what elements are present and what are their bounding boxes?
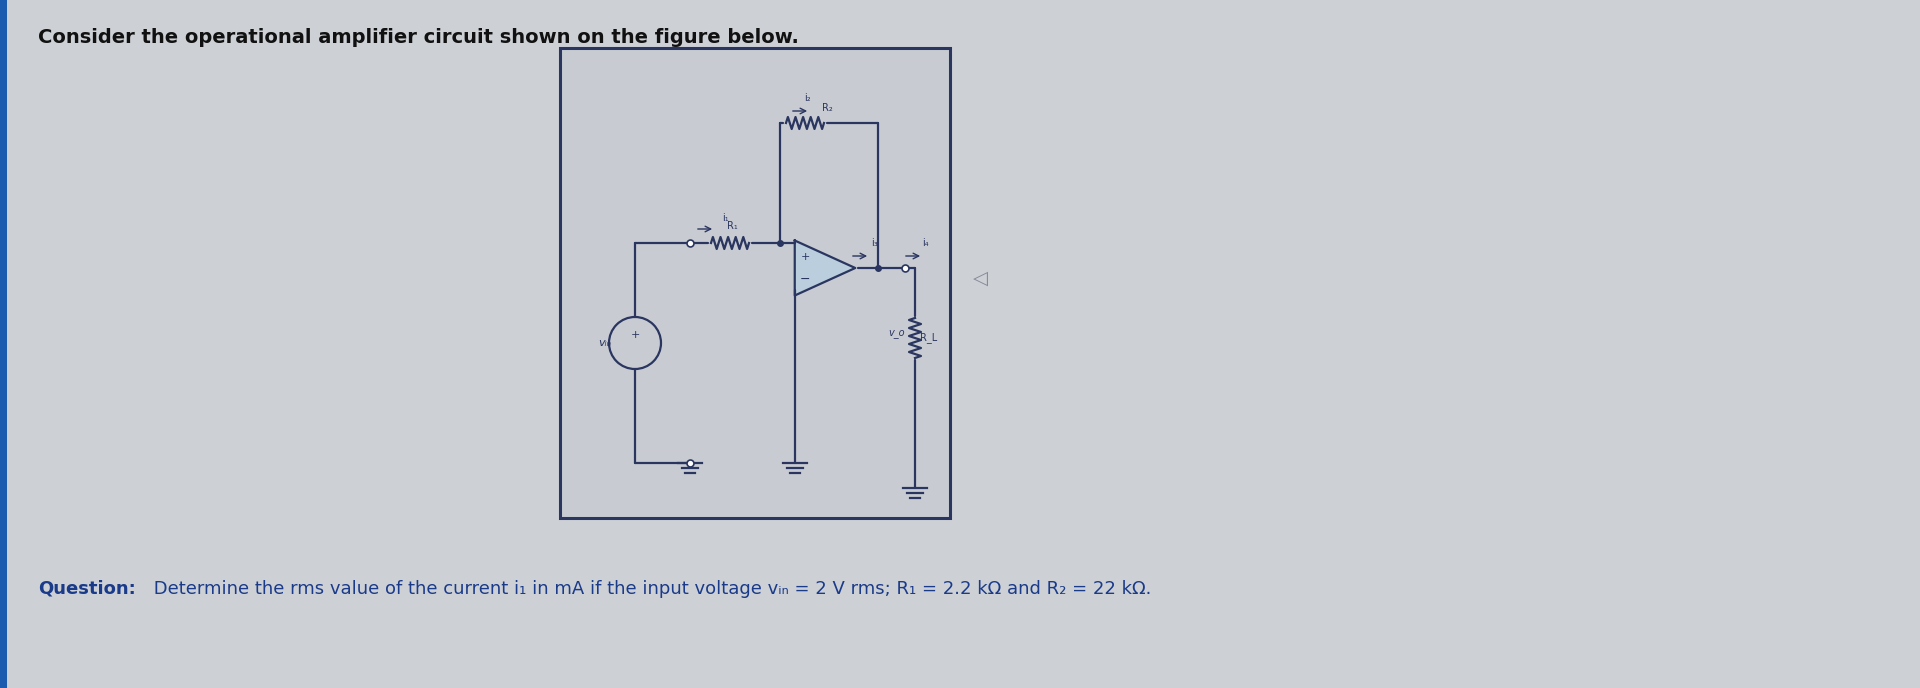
Text: i₁: i₁ [722,213,728,223]
Text: Determine the rms value of the current i₁ in mA if the input voltage vᵢₙ = 2 V r: Determine the rms value of the current i… [148,580,1152,598]
Polygon shape [795,241,854,296]
Text: v_o: v_o [889,328,906,338]
Text: Consider the operational amplifier circuit shown on the figure below.: Consider the operational amplifier circu… [38,28,799,47]
Text: R₂: R₂ [822,103,833,113]
Text: Question:: Question: [38,580,136,598]
Text: i₂: i₂ [804,93,810,103]
Text: +: + [801,252,810,262]
Text: ◁: ◁ [973,268,987,288]
FancyBboxPatch shape [561,48,950,518]
Text: i₄: i₄ [922,238,927,248]
Text: i₃: i₃ [870,238,877,248]
Text: R_L: R_L [920,332,937,343]
Text: vᵢₙ: vᵢₙ [599,338,612,348]
Text: R₁: R₁ [726,221,737,231]
FancyBboxPatch shape [0,0,8,688]
Text: +: + [630,330,639,340]
Text: −: − [801,272,810,286]
